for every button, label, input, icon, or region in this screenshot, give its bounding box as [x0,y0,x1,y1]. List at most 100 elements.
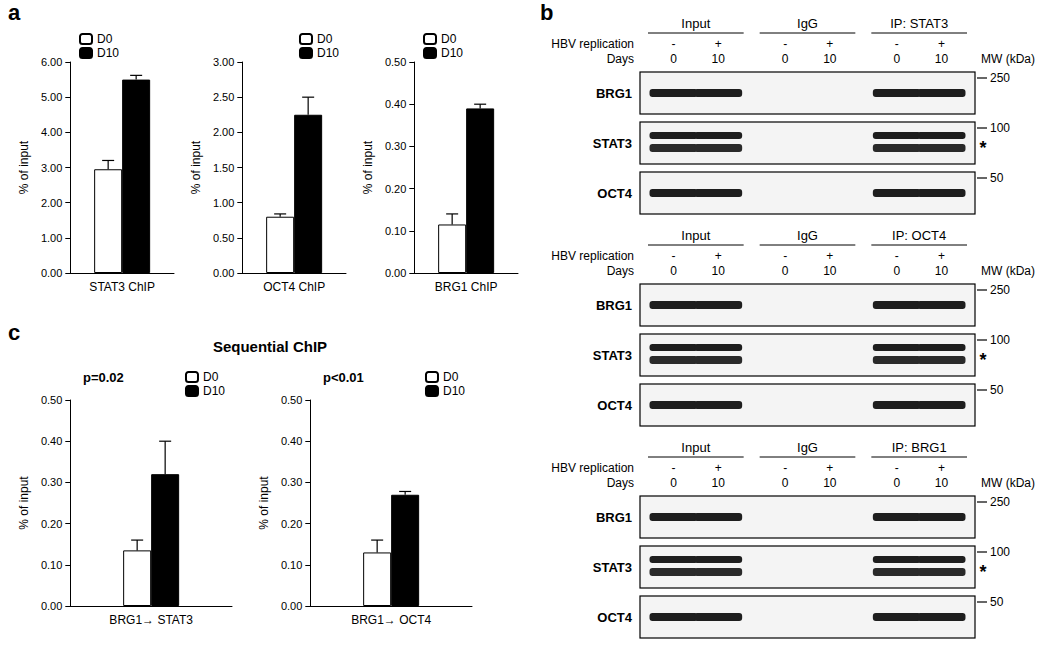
svg-text:50: 50 [990,595,1004,609]
svg-text:10: 10 [823,264,837,278]
svg-text:5.00: 5.00 [41,91,62,103]
svg-text:-: - [783,37,787,51]
svg-text:+: + [826,461,833,475]
svg-text:10: 10 [935,52,949,66]
svg-text:IgG: IgG [797,16,818,31]
svg-text:MW (kDa): MW (kDa) [981,476,1035,490]
svg-text:250: 250 [990,71,1010,85]
svg-text:IgG: IgG [797,228,818,243]
svg-text:BRG1: BRG1 [596,86,632,101]
svg-text:% of input: % of input [257,476,271,530]
svg-text:100: 100 [990,545,1010,559]
svg-text:BRG1→ STAT3: BRG1→ STAT3 [109,613,193,627]
svg-text:IP: STAT3: IP: STAT3 [890,16,948,31]
svg-text:+: + [715,37,722,51]
svg-text:100: 100 [990,333,1010,347]
svg-text:+: + [938,37,945,51]
svg-text:-: - [672,37,676,51]
svg-text:10: 10 [711,264,725,278]
svg-text:0: 0 [893,264,900,278]
svg-text:0.30: 0.30 [281,476,302,488]
svg-text:+: + [938,249,945,263]
svg-text:-: - [895,249,899,263]
svg-text:4.00: 4.00 [41,126,62,138]
svg-text:% of input: % of input [189,140,203,194]
svg-text:-: - [895,37,899,51]
svg-text:10: 10 [823,476,837,490]
svg-text:3.00: 3.00 [41,162,62,174]
svg-text:HBV replication: HBV replication [551,249,634,263]
svg-text:BRG1: BRG1 [596,298,632,313]
svg-text:10: 10 [823,52,837,66]
svg-text:0.00: 0.00 [41,600,62,612]
svg-text:0.50: 0.50 [385,56,406,68]
svg-text:0: 0 [782,476,789,490]
svg-text:OCT4 ChIP: OCT4 ChIP [263,280,325,294]
svg-text:1.50: 1.50 [213,162,234,174]
svg-text:+: + [715,249,722,263]
svg-text:-: - [783,461,787,475]
svg-text:0.10: 0.10 [385,225,406,237]
svg-text:MW (kDa): MW (kDa) [981,52,1035,66]
svg-text:Days: Days [607,476,634,490]
svg-text:D10: D10 [441,46,463,60]
svg-text:0.40: 0.40 [281,435,302,447]
svg-text:D0: D0 [317,32,333,46]
svg-text:0.10: 0.10 [41,559,62,571]
svg-text:0.00: 0.00 [385,267,406,279]
svg-text:0.30: 0.30 [41,476,62,488]
svg-text:OCT4: OCT4 [597,610,632,625]
svg-text:p<0.01: p<0.01 [323,370,364,385]
svg-text:3.00: 3.00 [213,56,234,68]
svg-text:0.00: 0.00 [281,600,302,612]
svg-text:-: - [672,461,676,475]
svg-text:10: 10 [711,476,725,490]
svg-text:0: 0 [782,264,789,278]
svg-text:50: 50 [990,383,1004,397]
svg-text:Days: Days [607,264,634,278]
svg-text:-: - [783,249,787,263]
svg-text:STAT3: STAT3 [593,348,632,363]
svg-text:OCT4: OCT4 [597,398,632,413]
svg-text:50: 50 [990,171,1004,185]
svg-text:0.50: 0.50 [213,232,234,244]
svg-text:STAT3: STAT3 [593,136,632,151]
svg-text:D0: D0 [441,32,457,46]
svg-text:0.20: 0.20 [385,183,406,195]
svg-text:100: 100 [990,121,1010,135]
svg-text:2.50: 2.50 [213,91,234,103]
svg-text:0.50: 0.50 [41,394,62,406]
svg-text:STAT3 ChIP: STAT3 ChIP [89,280,155,294]
svg-text:BRG1 ChIP: BRG1 ChIP [435,280,498,294]
svg-text:1.00: 1.00 [213,197,234,209]
svg-text:0: 0 [782,52,789,66]
svg-text:10: 10 [935,476,949,490]
svg-text:2.00: 2.00 [213,126,234,138]
svg-text:Input: Input [681,16,710,31]
svg-text:D0: D0 [443,370,459,384]
svg-text:*: * [979,562,986,582]
svg-text:250: 250 [990,495,1010,509]
svg-text:0.50: 0.50 [281,394,302,406]
svg-text:*: * [979,350,986,370]
svg-text:BRG1: BRG1 [596,510,632,525]
svg-text:Input: Input [681,440,710,455]
svg-text:10: 10 [935,264,949,278]
svg-text:D10: D10 [203,384,225,398]
svg-text:Input: Input [681,228,710,243]
svg-text:0: 0 [893,476,900,490]
svg-text:-: - [672,249,676,263]
svg-text:0.00: 0.00 [41,267,62,279]
svg-text:0.30: 0.30 [385,140,406,152]
svg-text:MW (kDa): MW (kDa) [981,264,1035,278]
svg-text:HBV replication: HBV replication [551,461,634,475]
svg-text:0: 0 [670,476,677,490]
svg-text:OCT4: OCT4 [597,186,632,201]
svg-text:+: + [938,461,945,475]
svg-text:IgG: IgG [797,440,818,455]
svg-text:0.20: 0.20 [281,518,302,530]
svg-text:0.00: 0.00 [213,267,234,279]
svg-text:STAT3: STAT3 [593,560,632,575]
svg-text:+: + [826,249,833,263]
svg-text:D10: D10 [317,46,339,60]
